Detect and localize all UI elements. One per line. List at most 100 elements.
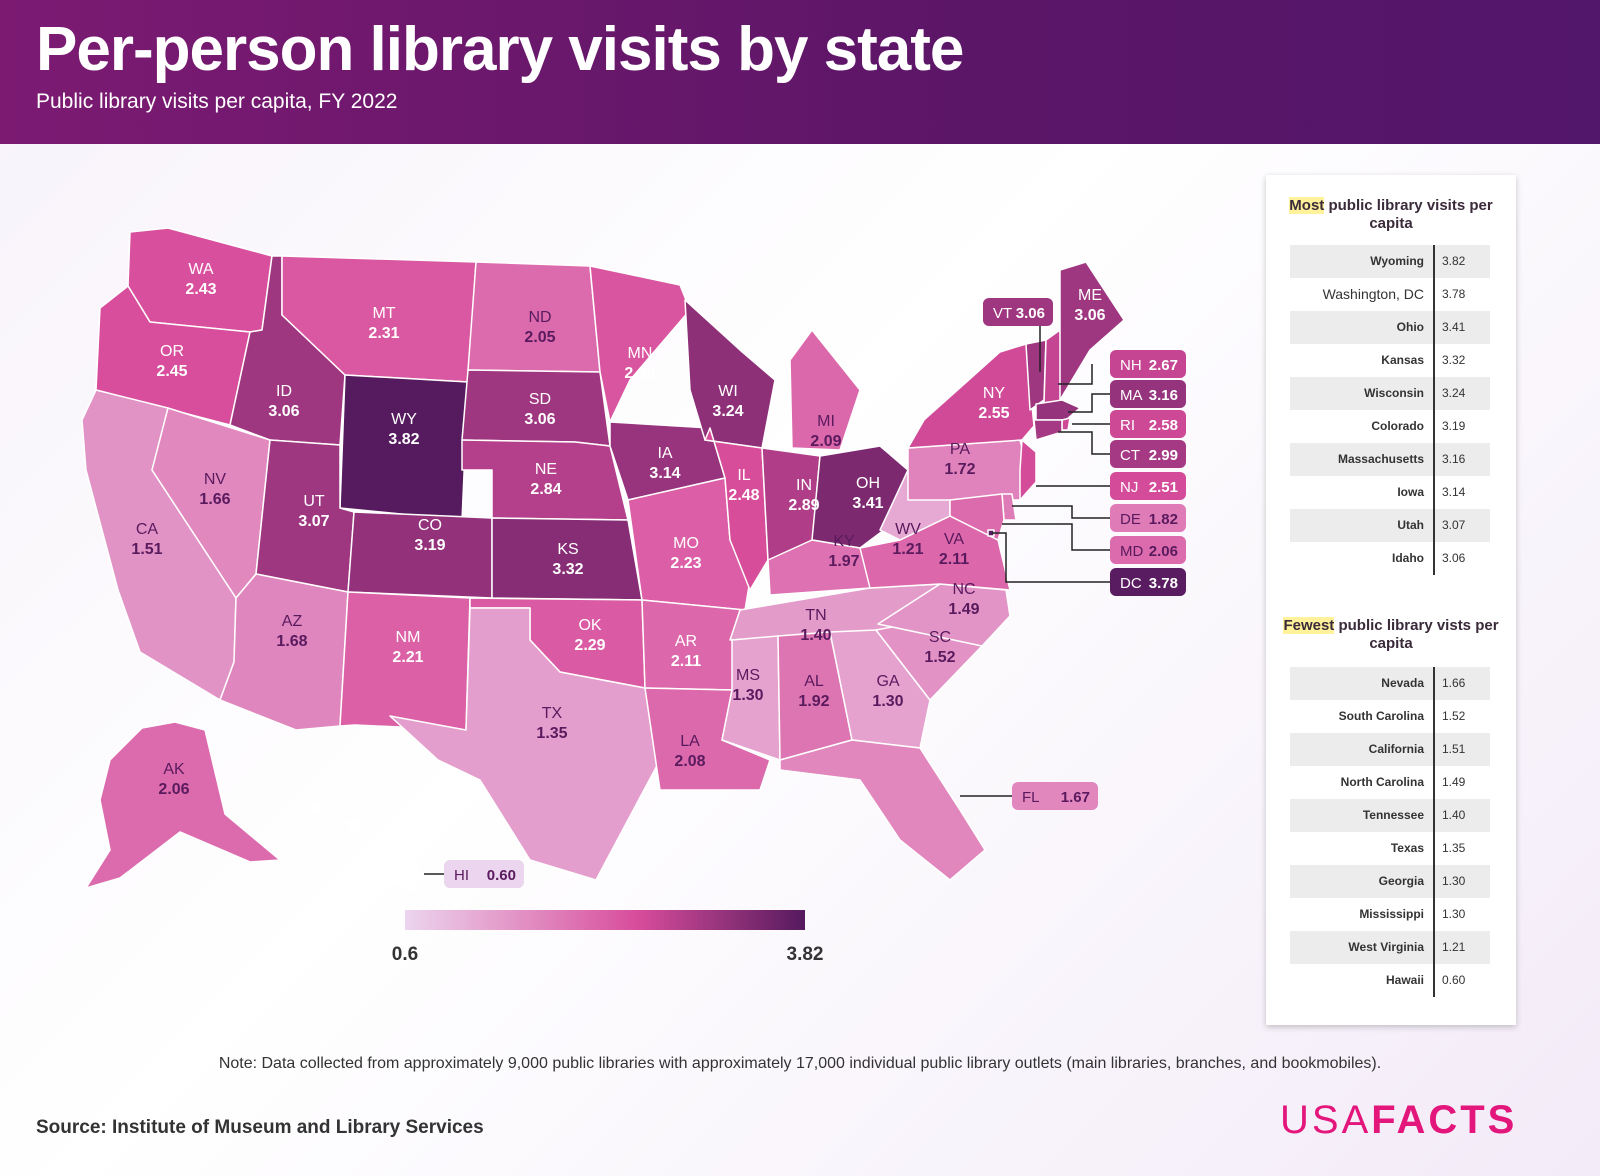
row-name: Hawaii [1385, 973, 1424, 987]
state-value-ak: 2.06 [158, 781, 189, 798]
callout-box-hi [444, 860, 524, 888]
row-value: 3.19 [1442, 419, 1466, 433]
state-mi [789, 329, 861, 451]
row-value: 1.52 [1442, 709, 1466, 723]
state-label-in: IN [796, 477, 812, 494]
state-value-ar: 2.11 [671, 653, 701, 670]
state-label-ia: IA [657, 445, 672, 462]
callout-box-ri [1110, 410, 1186, 438]
row-name: South Carolina [1338, 709, 1424, 723]
table-row: Washington, DC 3.78 [1290, 278, 1490, 311]
state-value-oh: 3.41 [852, 495, 883, 512]
state-ga [829, 629, 931, 749]
table-row: Georgia 1.30 [1290, 865, 1490, 898]
callout-label-ma: MA [1120, 387, 1143, 404]
state-value-il: 2.48 [728, 487, 759, 504]
state-value-wi: 3.24 [712, 403, 743, 420]
state-value-ca: 1.51 [131, 541, 162, 558]
row-name: Wyoming [1370, 254, 1424, 268]
callout-box-ct [1110, 440, 1186, 468]
state-label-ky: KY [833, 533, 855, 550]
state-hi-4 [311, 801, 323, 815]
state-value-mi: 2.09 [810, 433, 841, 450]
state-value-tx: 1.35 [536, 725, 567, 742]
fewest-visits-heading: Fewest public library vists per capita [1266, 617, 1516, 653]
most-visits-heading: Most public library visits per capita [1266, 197, 1516, 233]
state-label-va: VA [944, 531, 964, 548]
state-label-il: IL [737, 467, 750, 484]
logo-part2: FACTS [1371, 1098, 1518, 1142]
state-label-tn: TN [805, 607, 826, 624]
table-row: Hawaii 0.60 [1290, 964, 1490, 997]
callout-value-nj: 2.51 [1149, 479, 1178, 496]
table-divider [1433, 667, 1435, 997]
state-mn [589, 265, 691, 423]
state-value-ut: 3.07 [298, 513, 329, 530]
state-label-nc: NC [952, 581, 975, 598]
state-ms [721, 635, 781, 761]
state-value-az: 1.68 [276, 633, 307, 650]
state-value-me: 3.06 [1074, 307, 1105, 324]
state-label-sc: SC [929, 629, 951, 646]
callout-label-md: MD [1120, 543, 1143, 560]
us-choropleth-map: WA 2.43 OR 2.45 CA 1.51 NV 1.66 ID 3.06 MT 2.31 WY 3.… [81, 227, 1186, 965]
state-label-wi: WI [718, 383, 738, 400]
row-value: 3.07 [1442, 518, 1466, 532]
state-label-wv: WV [895, 521, 921, 538]
row-name: Colorado [1371, 419, 1424, 433]
callout-label-de: DE [1120, 511, 1141, 528]
state-ma [1035, 399, 1081, 421]
callout-box-vt [983, 298, 1053, 326]
legend-max-label: 3.82 [787, 944, 824, 965]
row-value: 3.06 [1442, 551, 1466, 565]
state-label-al: AL [804, 673, 824, 690]
callout-label-fl: FL [1022, 789, 1040, 806]
state-az [219, 573, 349, 731]
state-value-sd: 3.06 [524, 411, 555, 428]
state-ne [461, 439, 629, 521]
state-value-or: 2.45 [156, 363, 187, 380]
states-layer [81, 227, 1125, 893]
state-value-mn: 2.36 [624, 365, 655, 382]
state-label-ks: KS [557, 541, 578, 558]
state-sd [461, 369, 611, 447]
row-value: 3.16 [1442, 452, 1466, 466]
state-value-va: 2.11 [939, 551, 969, 568]
row-name: California [1368, 742, 1424, 756]
row-value: 3.14 [1442, 485, 1466, 499]
state-value-mt: 2.31 [368, 325, 399, 342]
state-label-me: ME [1078, 287, 1102, 304]
most-heading-text: public library visits per capita [1324, 197, 1493, 232]
state-label-id: ID [276, 383, 292, 400]
callout-value-ma: 3.16 [1149, 387, 1178, 404]
row-value: 3.78 [1442, 287, 1466, 301]
fewest-heading-highlight: Fewest [1283, 617, 1335, 634]
usafacts-logo: USAFACTS [1280, 1098, 1517, 1143]
state-me [1059, 261, 1125, 401]
state-value-co: 3.19 [414, 537, 445, 554]
callout-line-de [1012, 505, 1110, 519]
row-value: 3.24 [1442, 386, 1466, 400]
state-fl [779, 739, 986, 881]
most-visits-table: Wyoming 3.82 Washington, DC 3.78 Ohio 3.41 Kan… [1290, 245, 1490, 575]
row-value: 1.30 [1442, 907, 1466, 921]
source-credit: Source: Institute of Museum and Library … [36, 1117, 484, 1138]
state-value-ne: 2.84 [530, 481, 561, 498]
labels-layer: WA 2.43 OR 2.45 CA 1.51 NV 1.66 ID 3.06 MT 2.31 WY 3.… [131, 261, 1186, 888]
table-row: Utah 3.07 [1290, 509, 1490, 542]
callout-label-nj: NJ [1120, 479, 1138, 496]
state-value-la: 2.08 [674, 753, 705, 770]
row-value: 3.32 [1442, 353, 1466, 367]
callout-value-vt: 3.06 [1016, 305, 1045, 322]
state-label-az: AZ [282, 613, 303, 630]
table-row: Massachusetts 3.16 [1290, 443, 1490, 476]
row-value: 1.40 [1442, 808, 1466, 822]
state-hi-2 [375, 833, 393, 851]
state-value-ok: 2.29 [574, 637, 605, 654]
callout-box-nh [1110, 350, 1186, 378]
table-row: Idaho 3.06 [1290, 542, 1490, 575]
state-ak [85, 721, 281, 889]
callout-line-nh [1058, 364, 1093, 385]
state-label-mo: MO [673, 535, 699, 552]
row-name: Tennessee [1362, 808, 1424, 822]
